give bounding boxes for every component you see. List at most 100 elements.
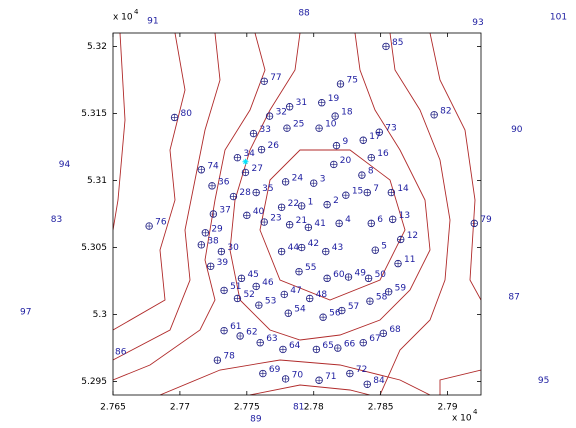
point-label: 52 xyxy=(243,290,254,300)
point-plus xyxy=(250,130,257,137)
point xyxy=(387,188,396,197)
point-label: 61 xyxy=(230,322,241,332)
point-marker xyxy=(359,136,367,144)
point-marker xyxy=(430,111,438,119)
point-plus xyxy=(281,291,288,298)
point-marker xyxy=(367,153,375,162)
point-label: 4 xyxy=(345,215,351,225)
point xyxy=(371,246,379,254)
point-label: 44 xyxy=(288,243,300,253)
point xyxy=(322,247,330,256)
point-plus xyxy=(234,154,241,161)
point-marker xyxy=(260,218,268,226)
point-marker xyxy=(315,124,323,132)
point xyxy=(367,153,375,162)
point-label: 46 xyxy=(262,278,274,288)
point-plus xyxy=(253,189,260,196)
point-label: 21 xyxy=(296,216,307,226)
point xyxy=(233,294,242,303)
point-marker xyxy=(319,313,327,321)
point xyxy=(346,369,354,378)
point-marker xyxy=(384,288,393,296)
point-plus xyxy=(346,370,353,377)
point xyxy=(344,273,353,281)
point xyxy=(388,215,397,224)
point-marker xyxy=(323,200,331,209)
point-label: 16 xyxy=(377,149,389,159)
point xyxy=(277,203,286,211)
point-plus xyxy=(395,260,402,267)
point-label: 30 xyxy=(227,243,239,253)
point-plus xyxy=(282,178,289,185)
point-plus xyxy=(376,129,383,136)
point-plus xyxy=(365,275,372,282)
point-label: 32 xyxy=(276,108,287,118)
point xyxy=(233,153,242,162)
point xyxy=(394,259,402,268)
point-marker xyxy=(170,113,179,122)
contour-line xyxy=(113,33,186,331)
y-multiplier: x 10 xyxy=(113,13,133,23)
contour-line xyxy=(113,33,126,231)
point xyxy=(285,103,294,111)
point-label: 33 xyxy=(260,125,271,135)
point-marker xyxy=(260,77,268,85)
point xyxy=(170,113,179,122)
point-label: 37 xyxy=(219,206,230,216)
point xyxy=(208,182,216,190)
point xyxy=(397,235,405,244)
point-plus xyxy=(298,244,305,251)
point-label: 25 xyxy=(293,120,304,130)
point-label: 90 xyxy=(511,125,523,135)
point xyxy=(430,111,438,119)
point-label: 41 xyxy=(314,219,325,229)
point-marker xyxy=(323,274,331,283)
point xyxy=(279,345,287,354)
point-plus xyxy=(286,221,293,228)
point xyxy=(236,332,244,340)
point-plus xyxy=(221,287,228,294)
point-label: 82 xyxy=(440,106,451,116)
point-marker xyxy=(379,329,388,338)
point-label: 75 xyxy=(346,75,357,85)
point-plus xyxy=(146,223,153,230)
point xyxy=(335,219,343,228)
point-label: 19 xyxy=(328,94,340,104)
point-marker xyxy=(363,380,371,388)
point xyxy=(220,286,228,295)
point-plus xyxy=(258,146,265,153)
point xyxy=(318,99,326,107)
point-plus xyxy=(214,357,221,364)
x-exponent: 4 xyxy=(473,408,478,416)
point xyxy=(297,243,306,252)
point-plus xyxy=(255,302,262,309)
y-exponent: 4 xyxy=(134,8,139,16)
point xyxy=(256,339,264,347)
point-marker xyxy=(330,160,338,169)
point-label: 83 xyxy=(51,215,62,225)
point-plus xyxy=(360,339,367,346)
point-label: 54 xyxy=(294,305,306,315)
point-plus xyxy=(380,330,387,337)
point xyxy=(358,171,366,179)
point xyxy=(252,282,260,291)
point-label: 7 xyxy=(373,184,379,194)
point-marker xyxy=(297,202,306,210)
point-plus xyxy=(318,99,325,106)
point-marker xyxy=(310,179,318,187)
point xyxy=(237,274,246,283)
point-label: 51 xyxy=(230,282,241,292)
point xyxy=(359,136,367,144)
point-marker xyxy=(206,262,215,270)
x-tick-label: 2.78 xyxy=(304,403,324,413)
point-plus xyxy=(202,229,209,236)
point-label: 97 xyxy=(20,307,31,317)
point-marker xyxy=(277,247,286,256)
point-marker xyxy=(338,306,346,315)
point xyxy=(197,241,206,249)
point-marker xyxy=(312,345,321,354)
point xyxy=(217,247,226,256)
point-marker xyxy=(363,188,371,197)
point-label: 3 xyxy=(320,175,326,185)
